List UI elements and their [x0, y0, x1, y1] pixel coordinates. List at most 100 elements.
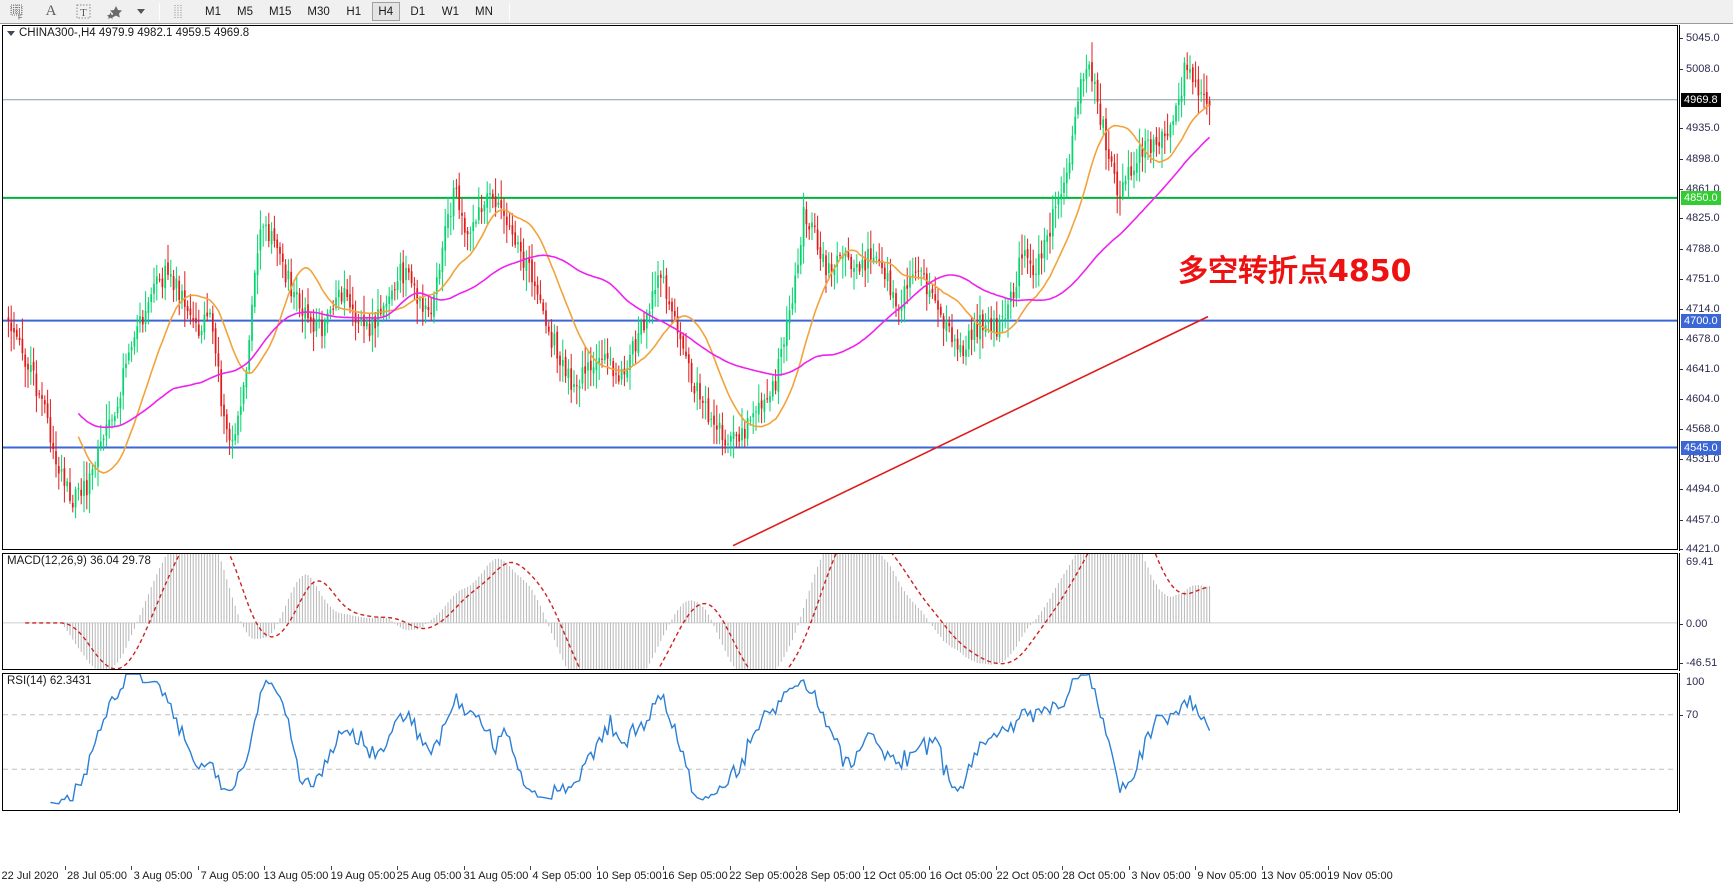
timeframe-m30[interactable]: M30: [307, 5, 330, 18]
time-tick: [1062, 866, 1063, 870]
chart-toolbar: F A T: [0, 0, 1733, 24]
price-badge[interactable]: 4700.0: [1681, 313, 1721, 328]
time-label: 16 Sep 05:00: [662, 870, 728, 882]
price-badge[interactable]: 4969.8: [1681, 92, 1721, 107]
objects-icon[interactable]: [102, 1, 128, 23]
macd-pane-label: MACD(12,26,9) 36.04 29.78: [7, 555, 151, 567]
time-label: 9 Nov 05:00: [1197, 870, 1257, 882]
period-separator-icon: [165, 1, 191, 23]
time-label: 13 Aug 05:00: [263, 870, 329, 882]
objects-dropdown-icon[interactable]: [128, 1, 154, 23]
svg-text:T: T: [80, 7, 87, 19]
price-tick: 4531.0: [1680, 453, 1720, 465]
time-tick: [65, 866, 66, 870]
timeframe-h4[interactable]: H4: [371, 2, 400, 21]
price-tick: 4898.0: [1680, 153, 1720, 165]
svg-text:F: F: [18, 14, 22, 20]
time-label: 28 Sep 05:00: [795, 870, 861, 882]
timeframe-d1[interactable]: D1: [410, 5, 426, 18]
toolbar-separator: [159, 2, 160, 21]
time-label: 28 Oct 05:00: [1062, 870, 1126, 882]
time-label: 4 Sep 05:00: [532, 870, 592, 882]
price-tick: 5045.0: [1680, 32, 1720, 44]
price-tick: 4421.0: [1680, 543, 1720, 555]
macd-chart-svg: [3, 554, 1677, 669]
time-tick: [1262, 866, 1263, 870]
time-label: 3 Nov 05:00: [1131, 870, 1191, 882]
price-tick: 4751.0: [1680, 273, 1720, 285]
chart-area: CHINA300-,H4 4979.9 4982.1 4959.5 4969.8…: [0, 25, 1733, 890]
price-tick: 4825.0: [1680, 212, 1720, 224]
timeframe-m15[interactable]: M15: [269, 5, 292, 18]
macd-tick: 69.41: [1686, 556, 1714, 568]
macd-tick: 0.00: [1680, 618, 1707, 630]
price-pane[interactable]: CHINA300-,H4 4979.9 4982.1 4959.5 4969.8…: [2, 25, 1678, 550]
chart-annotation: 多空转折点4850: [1178, 254, 1412, 289]
price-tick: 4568.0: [1680, 423, 1720, 435]
time-tick: [996, 866, 997, 870]
price-badge[interactable]: 4850.0: [1681, 190, 1721, 205]
rsi-pane-label: RSI(14) 62.3431: [7, 675, 92, 687]
time-label: 22 Sep 05:00: [729, 870, 795, 882]
price-pane-label: CHINA300-,H4 4979.9 4982.1 4959.5 4969.8: [19, 27, 250, 39]
price-tick: 4494.0: [1680, 483, 1720, 495]
time-label: 22 Jul 2020: [1, 870, 59, 882]
timeframe-h1[interactable]: H1: [346, 5, 362, 18]
time-label: 28 Jul 05:00: [67, 870, 127, 882]
macd-tick: -46.51: [1680, 657, 1717, 669]
time-tick: [796, 866, 797, 870]
time-tick: [1328, 866, 1329, 870]
time-tick: [530, 866, 531, 870]
time-tick: [863, 866, 864, 870]
time-tick: [264, 866, 265, 870]
rsi-tick: 100: [1686, 676, 1705, 688]
rsi-tick: 70: [1680, 709, 1698, 721]
rsi-chart-svg: [3, 674, 1677, 805]
price-tick: 4457.0: [1680, 514, 1720, 526]
text-a-icon[interactable]: A: [45, 3, 57, 19]
time-tick: [464, 866, 465, 870]
time-label: 16 Oct 05:00: [929, 870, 993, 882]
time-label: 19 Aug 05:00: [330, 870, 396, 882]
price-tick: 4788.0: [1680, 243, 1720, 255]
time-label: 12 Oct 05:00: [863, 870, 927, 882]
timeframe-mn[interactable]: MN: [475, 5, 493, 18]
timeframe-m1[interactable]: M1: [205, 5, 221, 18]
price-scale[interactable]: 5045.0 5008.0 4935.0 4898.0 4861.0 4825.0 4788…: [1679, 25, 1733, 555]
toolbar-separator-2: [508, 2, 510, 21]
time-tick: [1129, 866, 1130, 870]
time-axis[interactable]: 22 Jul 2020 28 Jul 05:00 3 Aug 05:00 7 Aug …: [0, 866, 1733, 890]
time-label: 22 Oct 05:00: [996, 870, 1060, 882]
rsi-pane[interactable]: RSI(14) 62.3431: [2, 673, 1678, 811]
price-tick: 4678.0: [1680, 333, 1720, 345]
price-tick: 5008.0: [1680, 63, 1720, 75]
time-label: 25 Aug 05:00: [396, 870, 462, 882]
time-tick: [198, 866, 199, 870]
price-badge[interactable]: 4545.0: [1681, 440, 1721, 455]
time-tick: [331, 866, 332, 870]
time-label: 3 Aug 05:00: [133, 870, 193, 882]
crosshair-f-icon[interactable]: F: [4, 1, 30, 23]
time-tick: [597, 866, 598, 870]
price-tick: 4641.0: [1680, 363, 1720, 375]
symbol-caret-icon[interactable]: [7, 31, 15, 36]
macd-pane[interactable]: MACD(12,26,9) 36.04 29.78: [2, 553, 1678, 670]
time-tick: [730, 866, 731, 870]
timeframe-w1[interactable]: W1: [441, 5, 459, 18]
price-tick: 4935.0: [1680, 122, 1720, 134]
rsi-scale[interactable]: 100 70: [1679, 673, 1733, 813]
time-tick: [1195, 866, 1196, 870]
time-label: 19 Nov 05:00: [1327, 870, 1393, 882]
time-tick: [397, 866, 398, 870]
time-tick: [131, 866, 132, 870]
time-label: 13 Nov 05:00: [1261, 870, 1327, 882]
price-chart-svg: [3, 42, 1677, 547]
time-tick: [663, 866, 664, 870]
macd-scale[interactable]: 69.41 0.00 -46.51: [1679, 553, 1733, 671]
text-label-icon[interactable]: T: [70, 1, 96, 23]
price-tick: 4604.0: [1680, 393, 1720, 405]
time-label: 31 Aug 05:00: [463, 870, 529, 882]
timeframe-m5[interactable]: M5: [237, 5, 253, 18]
time-label: 10 Sep 05:00: [596, 870, 662, 882]
